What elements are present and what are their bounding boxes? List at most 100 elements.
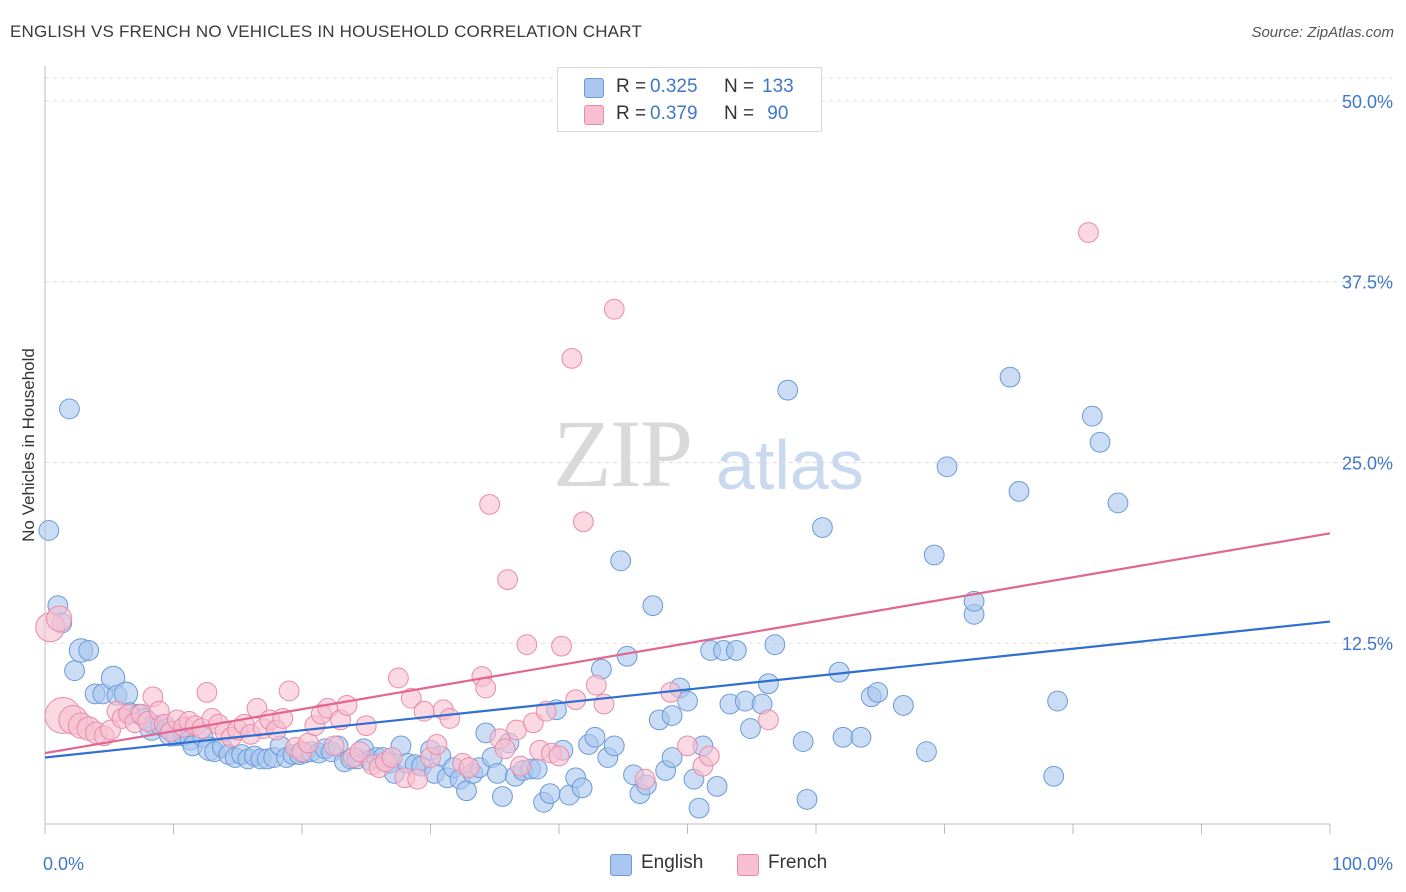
french-point	[426, 734, 448, 755]
bottom-legend-label-french: French	[768, 852, 828, 873]
french-point	[603, 298, 625, 320]
legend-french-n-label: N =	[724, 103, 760, 124]
english-point	[725, 640, 747, 661]
french-point	[336, 695, 358, 716]
french-point	[387, 667, 409, 689]
french-point	[458, 757, 480, 778]
chart-title: ENGLISH VS FRENCH NO VEHICLES IN HOUSEHO…	[10, 22, 642, 41]
french-point	[677, 735, 698, 757]
english-point	[936, 456, 958, 478]
french-point	[510, 755, 531, 777]
legend-english-r-label: R =	[616, 76, 652, 97]
english-point	[812, 517, 833, 538]
english-point	[64, 660, 85, 682]
english-point	[1008, 480, 1030, 502]
english-point	[706, 776, 728, 797]
french-point	[758, 709, 779, 731]
english-point	[642, 595, 664, 617]
french-point	[349, 741, 371, 763]
english-point	[456, 780, 477, 802]
french-point	[278, 680, 300, 702]
english-point	[832, 726, 854, 748]
french-point	[298, 732, 319, 754]
english-point	[1081, 405, 1103, 427]
english-point	[867, 682, 889, 703]
english-point	[1107, 492, 1129, 514]
legend-english-r-value: 0.325	[650, 76, 698, 97]
bottom-legend-swatch-french	[737, 854, 759, 876]
y-tick-label: 50.0%	[1342, 92, 1393, 112]
english-point	[892, 695, 914, 716]
legend-french-n-value: 90	[762, 103, 789, 124]
bottom-legend-label-english: English	[641, 852, 704, 873]
french-point	[551, 635, 572, 657]
y-tick-label: 25.0%	[1342, 453, 1393, 473]
bottom-legend-swatch-english	[610, 854, 632, 876]
legend-swatch-french	[584, 105, 604, 125]
french-point	[46, 605, 73, 632]
french-point	[355, 715, 377, 737]
french-point	[407, 768, 429, 790]
x-tick-label: 0.0%	[43, 854, 84, 874]
y-tick-label: 12.5%	[1342, 634, 1393, 654]
english-point	[616, 645, 638, 667]
french-point	[516, 634, 538, 656]
french-point	[1078, 222, 1099, 243]
english-point	[1047, 690, 1068, 712]
english-point	[610, 550, 632, 572]
french-point	[475, 677, 497, 699]
french-point	[535, 700, 557, 722]
french-point	[323, 735, 345, 757]
legend-french-r-value: 0.379	[650, 103, 698, 124]
french-trend-line	[44, 532, 1331, 755]
english-point	[764, 634, 786, 656]
english-point	[999, 366, 1021, 388]
french-point	[561, 347, 583, 369]
french-point	[548, 745, 570, 767]
english-point	[758, 673, 779, 695]
english-point	[603, 735, 625, 757]
english-point	[661, 747, 683, 768]
english-point	[584, 726, 606, 748]
x-tick-label: 100.0%	[1332, 854, 1393, 874]
english-point	[486, 762, 508, 784]
english-point	[792, 731, 814, 752]
french-point	[698, 745, 720, 767]
english-point	[777, 379, 799, 401]
english-point	[923, 544, 945, 566]
english-point	[740, 718, 761, 739]
english-point	[677, 690, 698, 712]
english-trend-line	[44, 620, 1331, 759]
english-point	[1043, 765, 1065, 787]
french-point	[381, 747, 403, 768]
y-axis-label: No Vehicles in Household	[19, 348, 38, 542]
english-point	[59, 398, 80, 420]
english-point	[539, 783, 561, 805]
french-point	[634, 768, 656, 790]
correlation-legend: R = 0.325 N = 133 R = 0.379 N = 90	[557, 67, 822, 132]
english-point	[38, 520, 60, 541]
english-point	[571, 777, 593, 799]
french-point	[497, 569, 519, 590]
english-point	[963, 590, 985, 612]
english-point	[492, 786, 513, 807]
english-point	[1089, 431, 1111, 453]
french-point	[494, 738, 516, 760]
french-point	[439, 708, 461, 729]
english-point	[850, 726, 872, 748]
legend-english-n-label: N =	[724, 76, 760, 97]
french-point	[479, 494, 501, 515]
legend-swatch-english	[584, 78, 604, 98]
watermark-zip: ZIP	[553, 400, 693, 507]
watermark-atlas: atlas	[716, 426, 864, 504]
english-point	[688, 797, 710, 819]
english-point	[796, 789, 818, 810]
source-label: Source: ZipAtlas.com	[1251, 24, 1394, 41]
french-point	[400, 687, 422, 709]
french-point	[585, 674, 607, 696]
english-point	[916, 741, 937, 763]
legend-french-r-label: R =	[616, 103, 652, 124]
english-point	[661, 705, 683, 726]
french-point	[573, 511, 594, 533]
